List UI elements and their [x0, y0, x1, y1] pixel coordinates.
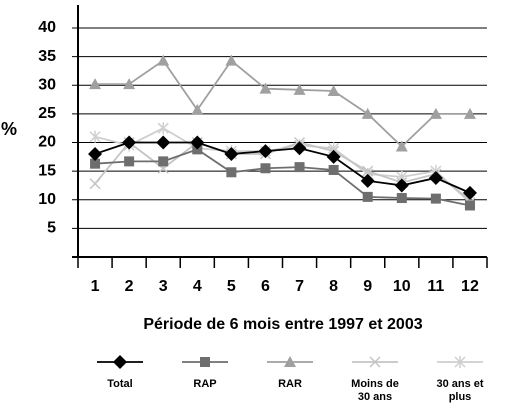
point	[157, 54, 170, 66]
point	[158, 156, 169, 167]
point	[122, 135, 137, 150]
x-tick-label: 7	[295, 278, 304, 295]
point	[362, 165, 374, 177]
x-tick-label: 6	[261, 278, 270, 295]
legend-label: 30 ans et plus	[436, 378, 484, 403]
x-tick-label: 10	[393, 278, 411, 295]
point	[191, 103, 204, 115]
point	[463, 107, 476, 119]
legend-marker	[454, 356, 466, 368]
series-line	[94, 127, 471, 204]
y-axis-label: %	[1, 119, 17, 139]
x-tick-label: 11	[427, 278, 444, 295]
legend-marker	[284, 356, 296, 367]
point	[396, 193, 407, 204]
legend-label: RAP	[193, 378, 217, 390]
x-tick-label: 1	[91, 278, 100, 295]
point	[428, 170, 443, 185]
point	[88, 146, 103, 161]
point	[327, 84, 340, 96]
point	[394, 178, 409, 193]
series-line	[94, 141, 471, 201]
y-tick-label: 10	[38, 191, 56, 208]
point	[156, 135, 171, 150]
x-tick-label: 3	[159, 278, 168, 295]
point	[259, 82, 272, 94]
point	[292, 141, 307, 156]
point	[89, 78, 102, 90]
point	[362, 191, 373, 202]
legend-label: RAR	[278, 378, 302, 390]
point	[124, 156, 135, 167]
point	[157, 122, 169, 135]
y-tick-label: 25	[38, 105, 56, 122]
point	[190, 135, 205, 150]
point	[462, 185, 477, 200]
y-tick-label: 5	[47, 220, 56, 237]
point	[430, 193, 441, 204]
point	[328, 164, 339, 175]
legend-marker	[369, 356, 381, 368]
x-axis-title: Période de 6 mois entre 1997 et 2003	[143, 316, 422, 333]
point	[90, 158, 101, 169]
x-tick-label: 5	[227, 278, 236, 295]
point	[361, 107, 374, 119]
x-tick-label: 8	[329, 278, 338, 295]
point	[89, 130, 101, 143]
legend-marker	[200, 357, 210, 367]
point	[224, 146, 239, 161]
y-tick-label: 20	[38, 134, 56, 151]
y-tick-label: 35	[38, 48, 56, 65]
y-tick-label: 30	[38, 76, 56, 93]
x-tick-label: 12	[461, 278, 479, 295]
x-tick-label: 9	[363, 278, 372, 295]
point	[294, 162, 305, 173]
y-tick-label: 15	[38, 162, 56, 179]
series-line	[94, 148, 471, 207]
x-tick-label: 2	[125, 278, 134, 295]
point	[326, 149, 341, 164]
point	[464, 200, 475, 211]
point	[258, 144, 273, 159]
legend-marker	[113, 355, 127, 369]
y-tick-label: 40	[38, 19, 56, 36]
point	[395, 140, 408, 152]
point	[293, 83, 306, 95]
point	[123, 78, 136, 90]
point	[360, 173, 375, 188]
point	[260, 163, 271, 174]
legend-label: Total	[107, 378, 133, 390]
point	[225, 54, 238, 66]
point	[89, 178, 101, 190]
legend-label: Moins de 30 ans	[351, 378, 399, 403]
series-line	[95, 59, 470, 148]
point	[429, 107, 442, 119]
x-tick-label: 4	[193, 278, 202, 295]
point	[226, 167, 237, 178]
